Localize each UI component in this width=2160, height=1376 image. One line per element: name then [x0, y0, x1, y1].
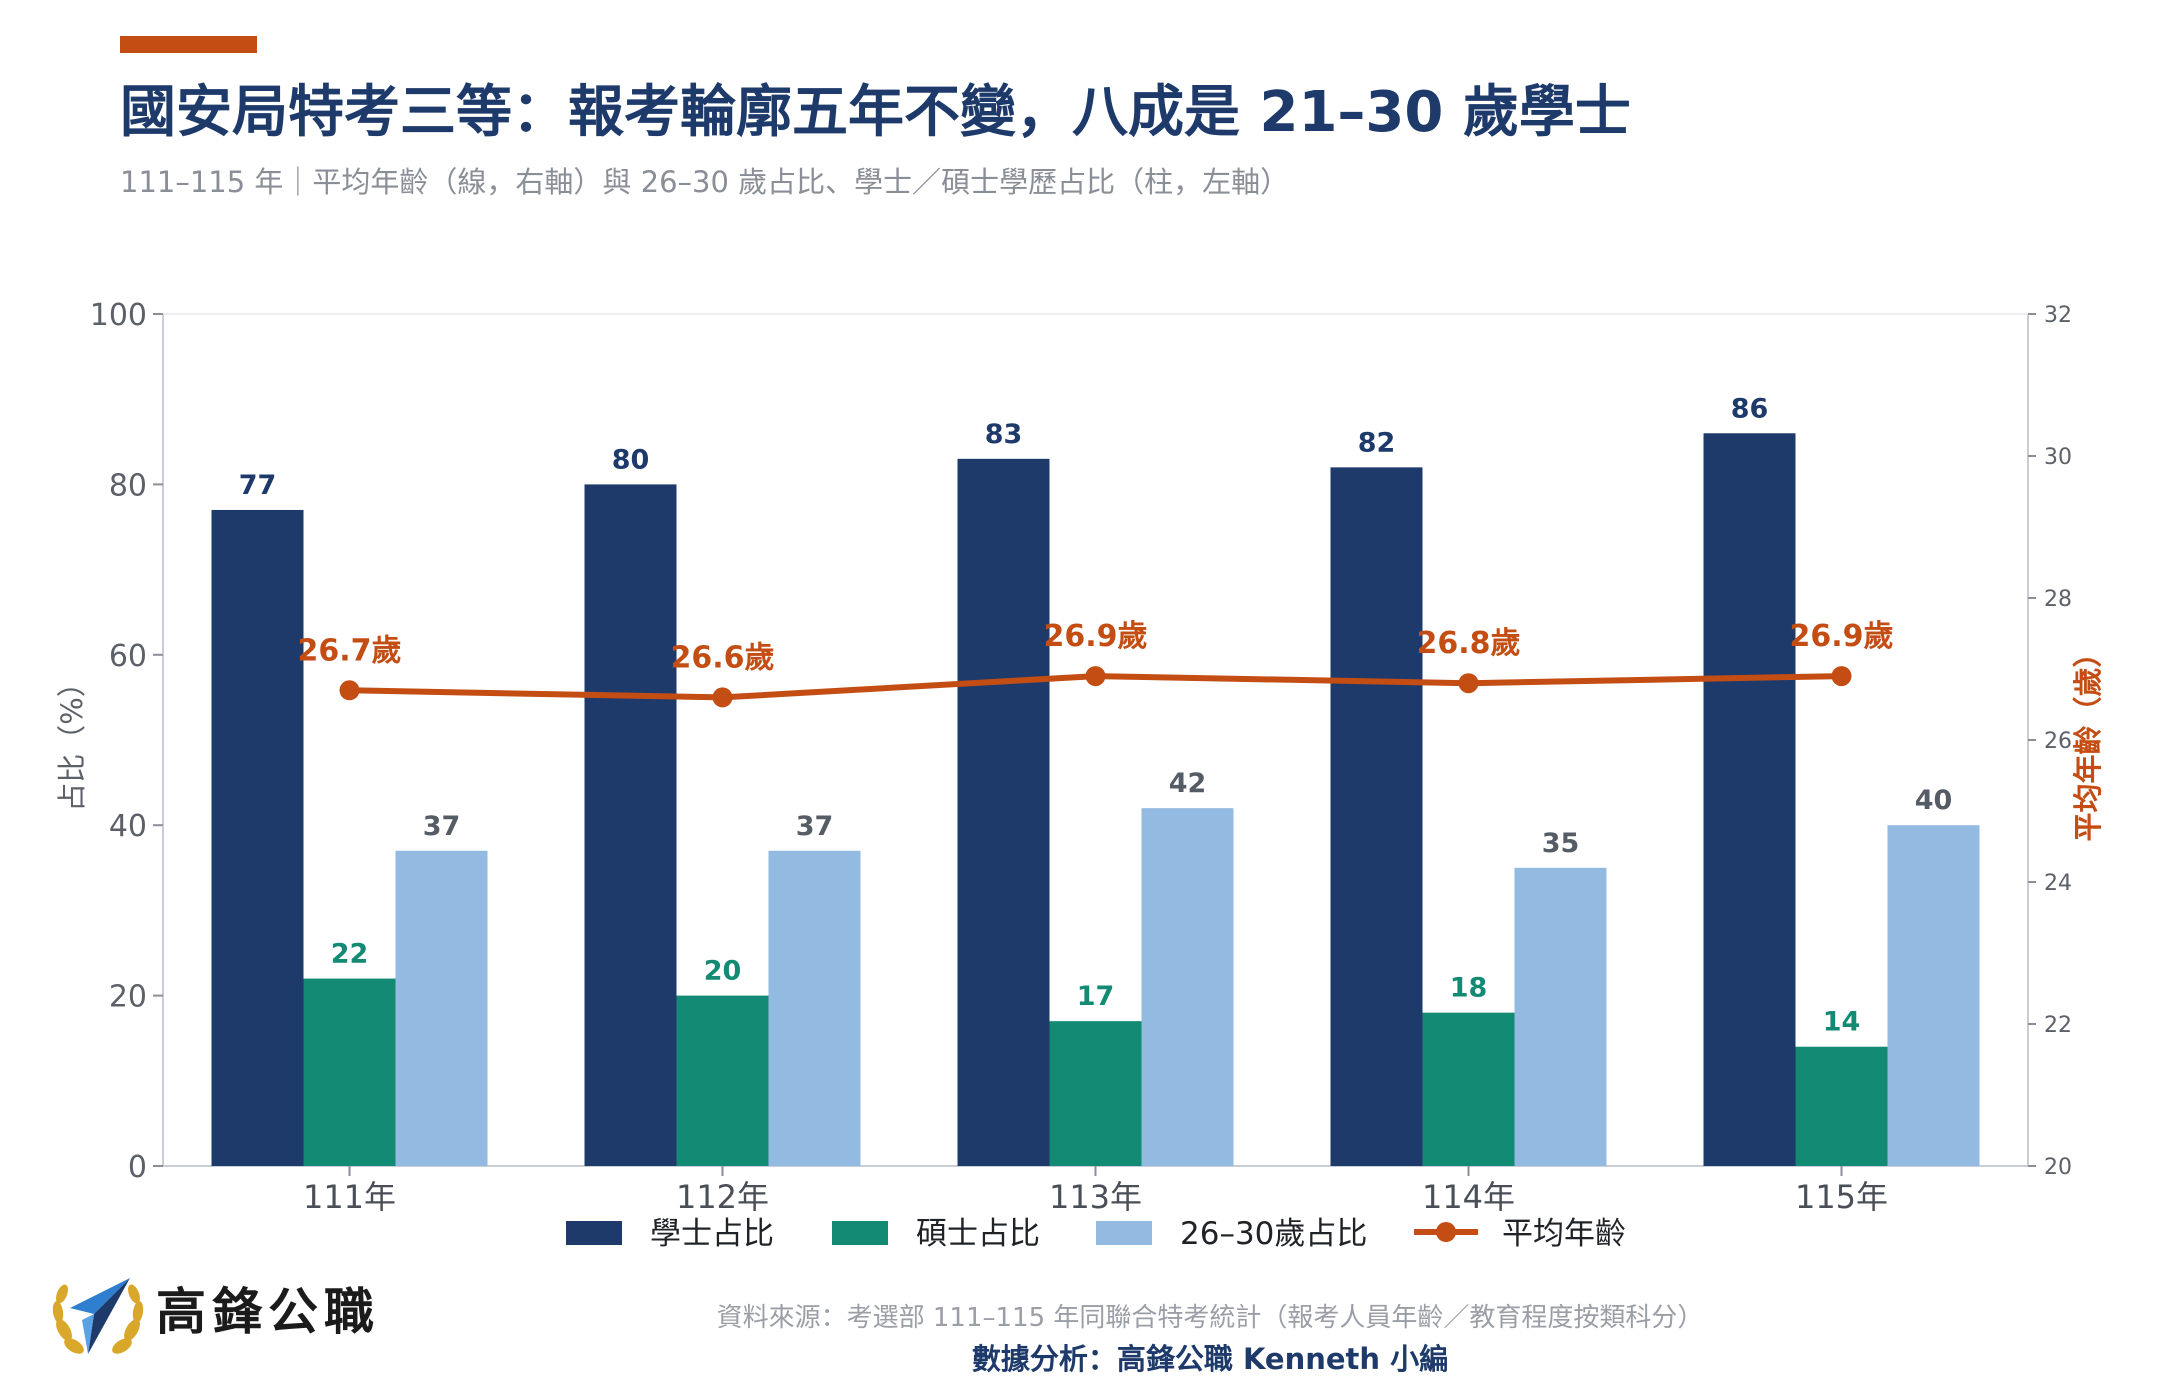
x-tick-label: 112年 — [676, 1178, 769, 1216]
bar — [1141, 808, 1234, 1166]
y-right-tick-label: 24 — [2044, 871, 2072, 896]
source-note: 資料來源：考選部 111–115 年同聯合特考統計（報考人員年齡／教育程度按類科… — [716, 1303, 1704, 1333]
brand-logo: 高鋒公職 — [48, 1268, 408, 1364]
y-tick-label: 100 — [90, 298, 147, 333]
bar — [395, 850, 488, 1166]
bar-value-label: 42 — [1169, 768, 1207, 799]
y-right-tick-label: 22 — [2044, 1013, 2072, 1038]
chart-subtitle: 111–115 年｜平均年齡（線，右軸）與 26–30 歲占比、學士／碩士學歷占… — [120, 165, 1290, 199]
y-right-tick-label: 32 — [2044, 303, 2072, 328]
analysis-credit: 數據分析：高鋒公職 Kenneth 小編 — [971, 1342, 1449, 1376]
y-right-tick-label: 28 — [2044, 587, 2072, 612]
bar-value-label: 82 — [1358, 427, 1396, 458]
y-tick-label: 0 — [128, 1150, 147, 1185]
avg-age-label: 26.7歲 — [297, 633, 401, 668]
y-right-tick-label: 30 — [2044, 445, 2072, 470]
bar-value-label: 37 — [796, 811, 834, 842]
bar — [584, 484, 677, 1166]
x-tick-label: 113年 — [1049, 1178, 1142, 1216]
laurel-plane-icon — [52, 1278, 144, 1354]
brand-name: 高鋒公職 — [156, 1283, 380, 1341]
avg-age-label: 26.8歲 — [1416, 626, 1520, 661]
avg-age-label: 26.9歲 — [1789, 619, 1893, 654]
bar-value-label: 20 — [704, 956, 742, 987]
y-right-axis-title: 平均年齡（歲） — [2071, 638, 2105, 841]
y-tick-label: 40 — [109, 809, 147, 844]
bar-value-label: 17 — [1077, 981, 1115, 1012]
bar — [1703, 433, 1796, 1166]
avg-age-point — [1831, 666, 1852, 687]
bar — [957, 458, 1050, 1167]
legend-swatch — [566, 1221, 622, 1245]
bar-value-label: 18 — [1450, 973, 1488, 1004]
avg-age-point — [1085, 666, 1106, 687]
bar — [1887, 825, 1980, 1166]
legend-swatch — [1096, 1221, 1152, 1245]
bar-value-label: 37 — [423, 811, 461, 842]
legend-label: 26–30歲占比 — [1180, 1216, 1367, 1252]
legend-swatch — [832, 1221, 888, 1245]
bar-value-label: 80 — [612, 444, 650, 475]
x-tick-label: 114年 — [1422, 1178, 1515, 1216]
bar-value-label: 14 — [1823, 1007, 1861, 1038]
bar-value-label: 22 — [331, 939, 369, 970]
legend-label: 碩士占比 — [916, 1216, 1040, 1252]
bar-value-label: 83 — [985, 419, 1023, 450]
chart-title: 國安局特考三等：報考輪廓五年不變，八成是 21–30 歲學士 — [120, 80, 1631, 145]
bar — [1795, 1046, 1888, 1166]
avg-age-point — [1458, 673, 1479, 694]
bar-value-label: 40 — [1915, 785, 1953, 816]
legend-label: 平均年齡 — [1502, 1216, 1626, 1252]
y-right-tick-label: 26 — [2044, 729, 2072, 754]
bar — [1422, 1012, 1515, 1166]
bar — [303, 978, 396, 1166]
bar — [1049, 1021, 1142, 1166]
avg-age-label: 26.6歲 — [670, 640, 774, 675]
avg-age-point — [339, 680, 360, 701]
y-right-tick-label: 20 — [2044, 1155, 2072, 1180]
bar — [1514, 867, 1607, 1166]
bar — [1330, 467, 1423, 1166]
accent-bar — [120, 36, 257, 53]
bar-value-label: 77 — [239, 470, 277, 501]
legend-label: 學士占比 — [650, 1216, 774, 1252]
bar-value-label: 35 — [1542, 828, 1580, 859]
avg-age-point — [712, 687, 733, 708]
y-tick-label: 80 — [109, 468, 147, 503]
x-tick-label: 115年 — [1795, 1178, 1888, 1216]
avg-age-label: 26.9歲 — [1043, 619, 1147, 654]
bar — [768, 850, 861, 1166]
bar — [211, 509, 304, 1167]
legend-line-marker — [1436, 1222, 1456, 1242]
bar — [676, 995, 769, 1166]
x-tick-label: 111年 — [303, 1178, 396, 1216]
y-tick-label: 60 — [109, 639, 147, 674]
y-axis-title: 占比（%） — [55, 668, 89, 812]
y-tick-label: 20 — [109, 980, 147, 1015]
bar-value-label: 86 — [1731, 393, 1769, 424]
